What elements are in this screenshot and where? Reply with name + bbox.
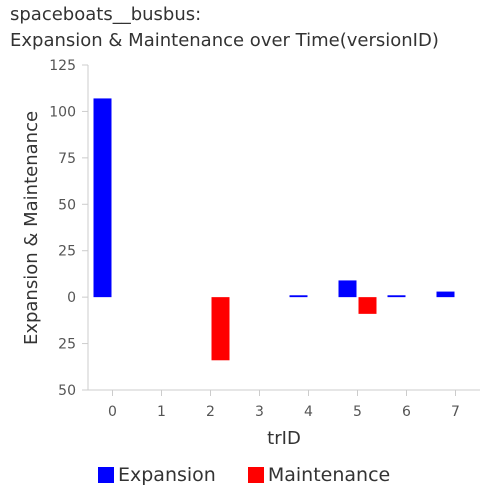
x-tick-label: 0 bbox=[108, 404, 117, 420]
legend-swatch-maintenance bbox=[248, 467, 264, 483]
y-tick-label: 75 bbox=[58, 151, 76, 167]
x-tick-label: 6 bbox=[402, 404, 411, 420]
chart-axes bbox=[88, 65, 480, 390]
bar-expansion-4 bbox=[290, 295, 308, 297]
y-tick-label: 0 bbox=[67, 290, 76, 306]
bar-maintenance-2 bbox=[212, 297, 230, 360]
bar-expansion-6 bbox=[388, 295, 406, 297]
legend-label-maintenance: Maintenance bbox=[268, 464, 390, 486]
y-axis-title: Expansion & Maintenance bbox=[21, 111, 42, 345]
y-tick-label: 50 bbox=[58, 197, 76, 213]
x-tick-label: 1 bbox=[157, 404, 166, 420]
y-tick-label: 100 bbox=[49, 104, 76, 120]
x-tick-label: 2 bbox=[206, 404, 215, 420]
chart-bars bbox=[94, 98, 455, 360]
bar-expansion-7 bbox=[437, 292, 455, 298]
y-tick-label: 125 bbox=[49, 58, 76, 74]
legend-swatch-expansion bbox=[98, 467, 114, 483]
x-tick-label: 7 bbox=[451, 404, 460, 420]
legend-item-maintenance: Maintenance bbox=[248, 464, 390, 486]
y-tick-label: 25 bbox=[58, 337, 76, 353]
chart-legend: Expansion Maintenance bbox=[98, 464, 422, 486]
x-axis-title: trID bbox=[267, 428, 301, 449]
y-tick-label: 50 bbox=[58, 383, 76, 399]
bar-expansion-5 bbox=[339, 280, 357, 297]
legend-item-expansion: Expansion bbox=[98, 464, 216, 486]
bar-expansion-0 bbox=[94, 98, 112, 297]
legend-label-expansion: Expansion bbox=[118, 464, 216, 486]
x-tick-label: 3 bbox=[255, 404, 264, 420]
y-axis-ticks: 125 100 75 50 25 0 25 50 bbox=[49, 58, 88, 399]
x-axis-ticks: 0 1 2 3 4 5 6 7 bbox=[108, 390, 460, 420]
y-tick-label: 25 bbox=[58, 244, 76, 260]
x-tick-label: 5 bbox=[353, 404, 362, 420]
bar-maintenance-5 bbox=[359, 297, 377, 314]
x-tick-label: 4 bbox=[304, 404, 313, 420]
